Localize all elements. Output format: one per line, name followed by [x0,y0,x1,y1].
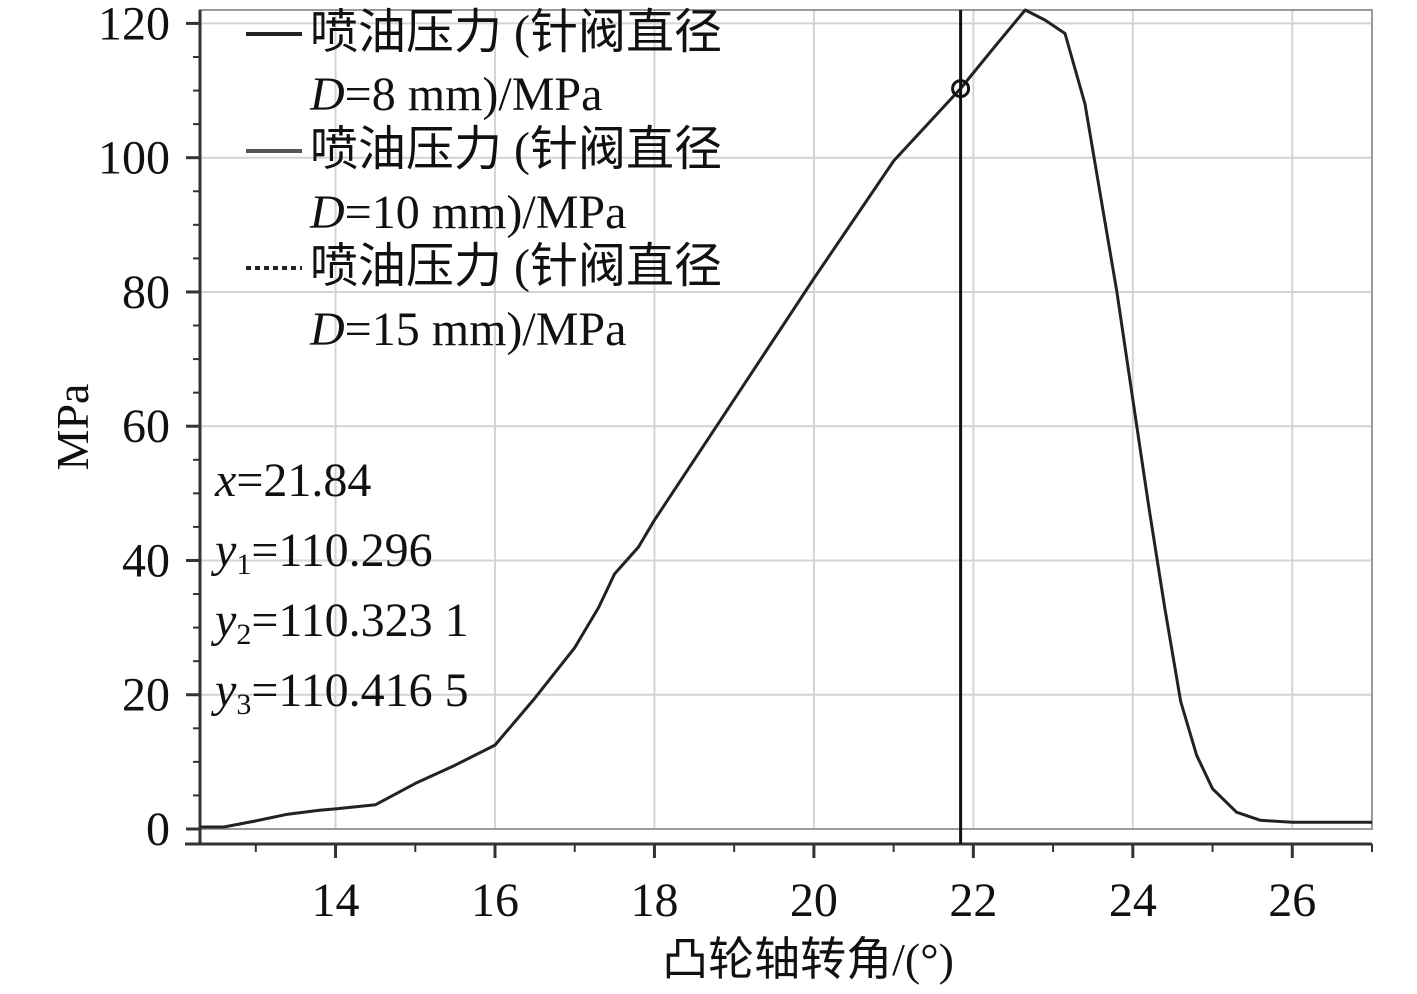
x-tick-label: 24 [1109,874,1157,927]
readout-y3: y3=110.416 5 [210,664,469,721]
legend-label-3-line1: 喷油压力 (针阀直径 [310,240,722,293]
axes: 14 16 18 20 22 24 26 0 20 40 60 80 100 120 [98,0,1373,927]
cursor-readout: x=21.84 y1=110.296 y2=110.323 1 y3=110.416 … [210,454,469,721]
y-tick-label: 40 [122,534,170,587]
y-tick-label: 20 [122,669,170,722]
x-tick-label: 22 [949,874,997,927]
legend-label-2-line2: D=10 mm)/MPa [309,186,626,239]
data-cursor[interactable] [951,10,971,844]
grid-lines [200,10,1372,830]
readout-y2: y2=110.323 1 [210,594,469,651]
x-tick-label: 20 [790,874,838,927]
readout-x: x=21.84 [214,454,371,507]
legend-label-2-line1: 喷油压力 (针阀直径 [310,123,722,176]
series-lines [200,8,1372,829]
x-tick-label: 16 [471,874,519,927]
y-axis-label: MPa [47,384,98,471]
legend-label-1-line1: 喷油压力 (针阀直径 [310,6,722,59]
x-axis-label: 凸轮轴转角/(°) [662,934,954,985]
y-tick-label: 100 [98,132,170,185]
x-tick-label: 18 [630,874,678,927]
cursor-marker[interactable] [951,79,971,99]
y-tick-label: 0 [146,803,170,856]
y-tick-label: 120 [98,0,170,50]
y-tick-label: 60 [122,400,170,453]
legend-label-3-line2: D=15 mm)/MPa [309,303,626,356]
x-tick-label: 14 [312,874,360,927]
y-tick-label: 80 [122,266,170,319]
series-line-1 [200,8,1372,829]
readout-y1: y1=110.296 [210,524,433,581]
x-tick-label: 26 [1268,874,1316,927]
legend-label-1-line2: D=8 mm)/MPa [309,68,602,121]
